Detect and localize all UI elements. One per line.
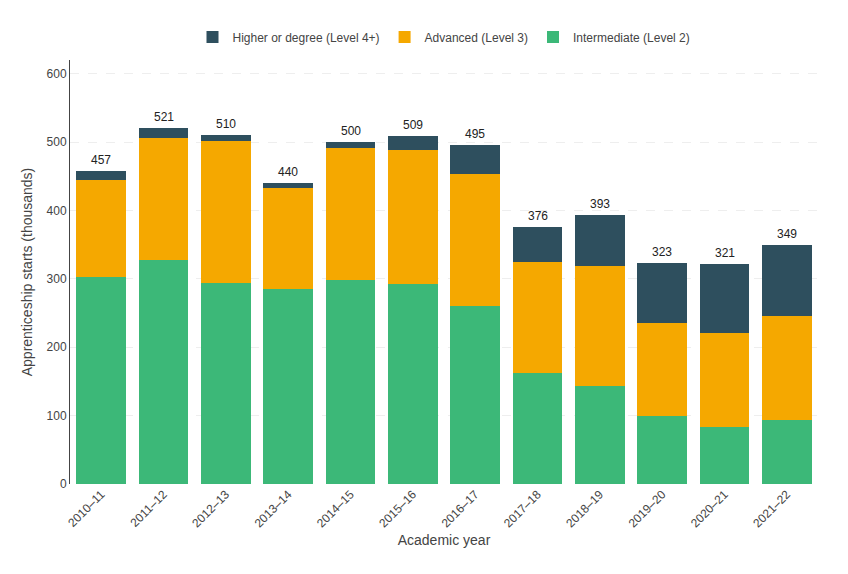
svg-text:376: 376 — [528, 209, 548, 223]
svg-text:2017–18: 2017–18 — [501, 487, 544, 530]
svg-text:Apprenticeship starts (thousan: Apprenticeship starts (thousands) — [19, 168, 35, 377]
svg-text:0: 0 — [60, 477, 67, 491]
svg-text:500: 500 — [341, 124, 361, 138]
svg-text:2014–15: 2014–15 — [314, 487, 357, 530]
svg-text:509: 509 — [403, 118, 423, 132]
svg-text:2015–16: 2015–16 — [376, 487, 419, 530]
svg-text:457: 457 — [91, 153, 111, 167]
svg-text:2010–11: 2010–11 — [65, 487, 108, 530]
svg-text:2021–22: 2021–22 — [750, 487, 793, 530]
svg-text:200: 200 — [47, 340, 67, 354]
svg-text:2011–12: 2011–12 — [128, 487, 171, 530]
svg-text:Academic year: Academic year — [398, 532, 491, 548]
svg-text:440: 440 — [278, 165, 298, 179]
svg-text:393: 393 — [590, 197, 610, 211]
svg-text:2018–19: 2018–19 — [563, 487, 606, 530]
svg-text:321: 321 — [715, 246, 735, 260]
svg-text:300: 300 — [47, 272, 67, 286]
svg-text:Advanced (Level 3): Advanced (Level 3) — [425, 31, 528, 45]
svg-text:521: 521 — [154, 110, 174, 124]
svg-text:400: 400 — [47, 204, 67, 218]
svg-text:349: 349 — [777, 227, 797, 241]
svg-text:600: 600 — [47, 67, 67, 81]
svg-text:2016–17: 2016–17 — [439, 487, 482, 530]
svg-text:Higher or degree (Level 4+): Higher or degree (Level 4+) — [233, 31, 380, 45]
svg-text:2013–14: 2013–14 — [252, 487, 295, 530]
svg-text:323: 323 — [652, 245, 672, 259]
svg-text:495: 495 — [465, 127, 485, 141]
svg-text:510: 510 — [216, 117, 236, 131]
svg-text:2019–20: 2019–20 — [626, 487, 669, 530]
svg-text:Intermediate (Level 2): Intermediate (Level 2) — [573, 31, 690, 45]
svg-text:2012–13: 2012–13 — [189, 487, 232, 530]
svg-text:500: 500 — [47, 135, 67, 149]
svg-text:2020–21: 2020–21 — [688, 487, 731, 530]
svg-text:100: 100 — [47, 409, 67, 423]
